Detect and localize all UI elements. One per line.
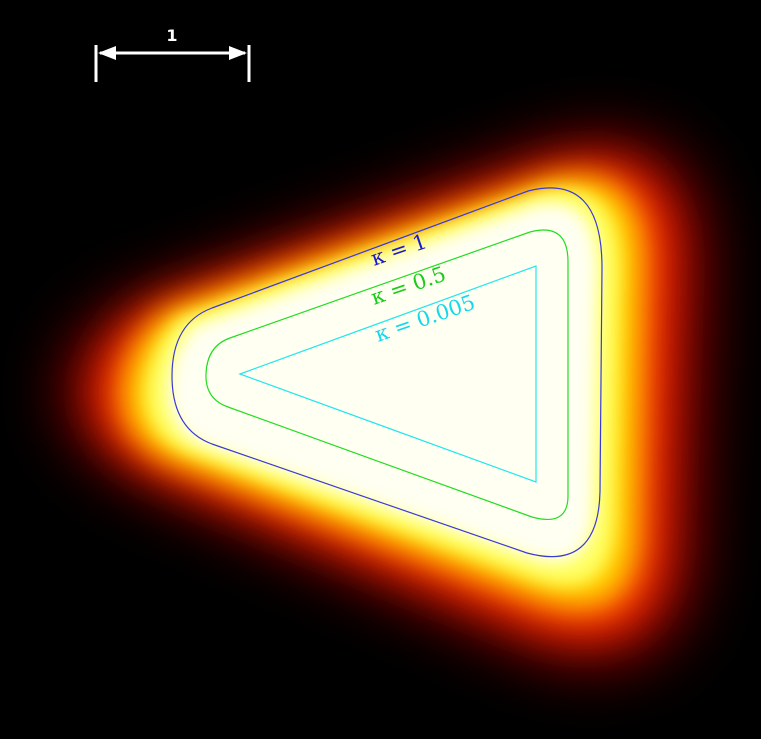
contour-kappa-1 [171, 187, 603, 558]
heat-layer-core [167, 203, 598, 563]
contour-kappa-0.005 [238, 265, 537, 483]
scale-bar-right-arrowhead [229, 46, 247, 60]
scale-bar-left-arrowhead [98, 46, 116, 60]
heat-glow [69, 144, 700, 659]
contour-kappa-0.5 [205, 229, 569, 521]
scale-bar [94, 45, 251, 82]
scale-bar-label: 1 [166, 26, 177, 45]
